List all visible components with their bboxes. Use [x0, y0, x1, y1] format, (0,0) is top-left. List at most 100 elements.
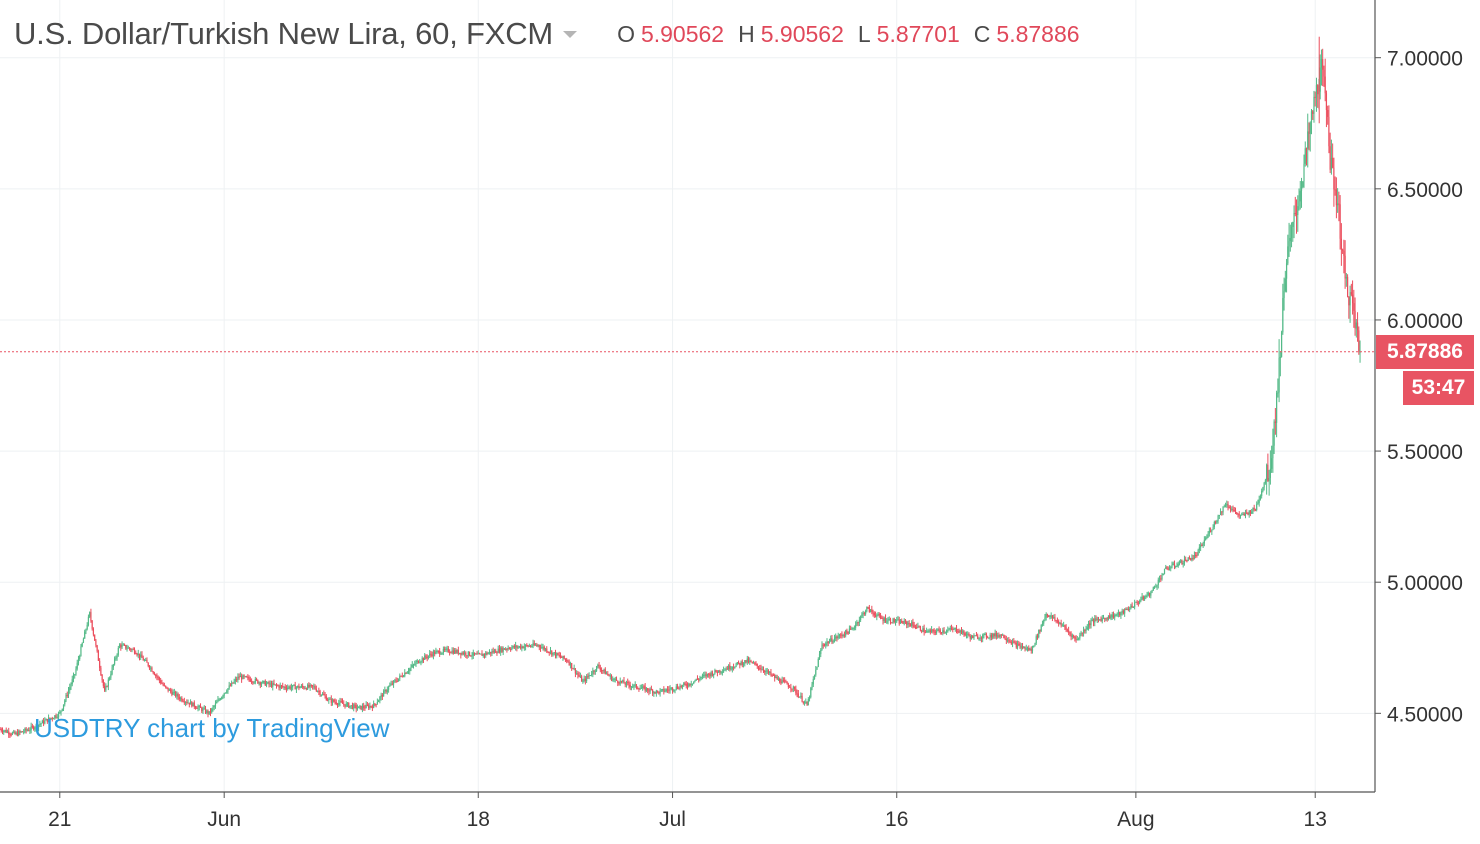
candle-body [566, 659, 568, 662]
candle-body [813, 674, 816, 679]
candle-body [278, 685, 280, 688]
candle-body [873, 612, 875, 616]
candle-body [847, 631, 849, 634]
candle-body [541, 647, 543, 649]
candle-body [1114, 615, 1116, 618]
candle-body [179, 697, 182, 700]
candle-body [1256, 504, 1258, 510]
candle-body [79, 655, 81, 660]
candle-body [823, 645, 826, 647]
candle-body [639, 688, 641, 690]
candle-body [373, 703, 375, 708]
candle-body [917, 626, 919, 628]
candle-body [597, 664, 599, 667]
candle-body [1178, 562, 1181, 564]
candle-body [1011, 641, 1014, 644]
candle-body [1003, 634, 1005, 639]
candle-body [487, 653, 489, 655]
candle-body [480, 653, 482, 655]
candle-body [391, 683, 393, 685]
candle-body [358, 706, 360, 709]
candle-body [1279, 356, 1281, 358]
tradingview-watermark-link[interactable]: USDTRY chart by TradingView [34, 713, 390, 743]
candle-body [410, 667, 412, 669]
candle-body [451, 650, 453, 653]
candle-body [902, 622, 904, 624]
candle-body [447, 648, 449, 652]
candle-body [1292, 221, 1294, 227]
candle-body [1028, 648, 1030, 651]
candle-body [491, 651, 493, 654]
candle-body [901, 620, 903, 623]
candle-body [1268, 477, 1270, 482]
candle-body [334, 701, 336, 703]
candle-body [1014, 641, 1016, 643]
candle-body [574, 668, 577, 674]
candle-body [547, 651, 549, 653]
candle-body [622, 680, 624, 682]
candle-body [590, 674, 593, 676]
candle-body [572, 668, 574, 670]
candle-body [1094, 618, 1096, 623]
open-value: 5.90562 [640, 20, 725, 47]
candle-body [212, 707, 214, 709]
candle-body [754, 662, 756, 664]
candle-body [669, 688, 671, 691]
candle-body [439, 650, 441, 655]
candle-body [796, 693, 798, 695]
candle-body [1142, 596, 1144, 600]
candle-body [599, 667, 601, 671]
candle-body [701, 675, 704, 678]
candle-body [1233, 509, 1235, 511]
candle-body [1066, 629, 1068, 631]
candle-body [90, 612, 92, 621]
candle-body [442, 648, 444, 653]
candle-body [700, 677, 702, 679]
candle-body [665, 689, 667, 691]
candle-body [552, 652, 554, 655]
candle-body [328, 699, 330, 701]
candle-body [1131, 605, 1133, 608]
candle-body [750, 660, 752, 662]
chevron-down-icon[interactable] [563, 30, 578, 38]
candle-body [908, 623, 910, 625]
candle-body [187, 702, 189, 704]
candle-body [982, 634, 984, 639]
candle-body [1082, 630, 1085, 634]
candle-body [861, 614, 863, 617]
candle-body [1065, 627, 1067, 630]
candle-body [685, 684, 687, 686]
candle-body [642, 686, 644, 688]
candle-body [1358, 330, 1360, 352]
candle-body [82, 638, 85, 643]
candle-body [957, 631, 959, 633]
candle-body [789, 686, 791, 688]
candle-body [146, 660, 148, 663]
candle-body [1354, 310, 1356, 329]
candle-body [1193, 555, 1196, 559]
candle-body [810, 688, 812, 698]
candle-body [425, 655, 427, 658]
candle-body [929, 630, 931, 633]
candle-body [229, 685, 232, 687]
candle-body [214, 703, 217, 707]
candle-body [389, 685, 391, 687]
candle-body [1258, 499, 1260, 503]
candle-body [227, 688, 229, 692]
high-value: 5.90562 [760, 20, 844, 47]
candle-body [444, 648, 446, 650]
candle-body [113, 658, 116, 665]
candle-body [857, 622, 859, 624]
candle-body [1080, 632, 1082, 636]
candle-body [234, 679, 236, 682]
candle-body [142, 657, 144, 661]
candle-body [830, 638, 832, 642]
candle-body [1238, 514, 1240, 516]
candle-body [44, 720, 46, 724]
candle-body [33, 726, 35, 730]
candle-body [1353, 303, 1355, 311]
candle-body [760, 668, 762, 670]
candle-body [1173, 563, 1176, 567]
candle-body [563, 655, 565, 659]
